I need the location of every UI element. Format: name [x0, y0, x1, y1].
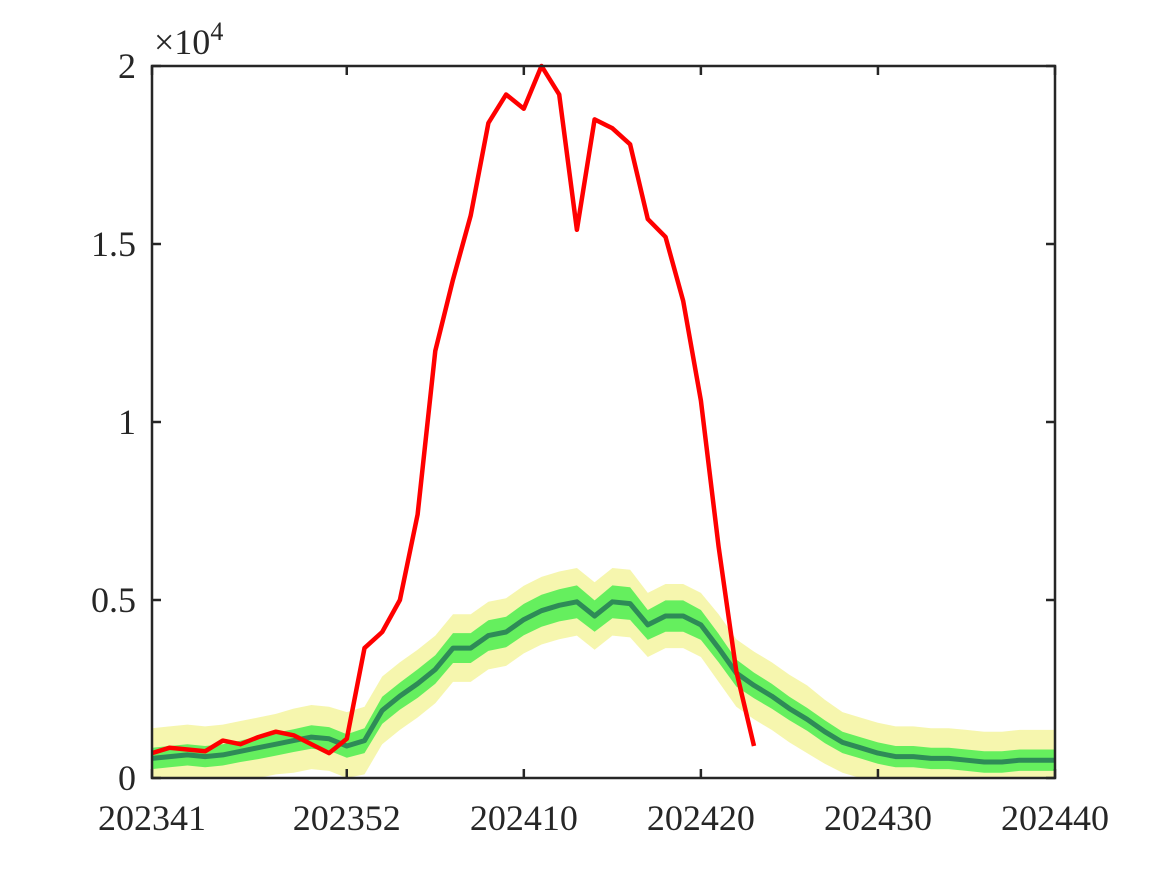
x-tick-label: 202352	[293, 798, 401, 838]
x-tick-labels: 202341 202352 202410 202420 202430 202440	[98, 798, 1109, 838]
x-tick-label: 202420	[647, 798, 755, 838]
y-tick-label: 1.5	[91, 224, 136, 264]
inner-interval-band	[152, 585, 1055, 773]
axis-ticks	[150, 64, 1057, 780]
observed-line	[151, 63, 757, 756]
y-tick-label: 2	[118, 46, 136, 86]
y-tick-label: 0	[118, 758, 136, 798]
confidence-bands	[152, 568, 1055, 778]
y-tick-labels: 0 0.5 1 1.5 2	[91, 46, 136, 798]
y-tick-label: 0.5	[91, 580, 136, 620]
y-tick-label: 1	[118, 402, 136, 442]
x-tick-label: 202440	[1001, 798, 1109, 838]
plot-frame	[150, 64, 1057, 780]
y-exponent-label: ×104	[154, 17, 223, 62]
series-lines	[151, 63, 1055, 765]
x-tick-label: 202341	[98, 798, 206, 838]
x-tick-label: 202430	[824, 798, 932, 838]
x-tick-label: 202410	[470, 798, 578, 838]
